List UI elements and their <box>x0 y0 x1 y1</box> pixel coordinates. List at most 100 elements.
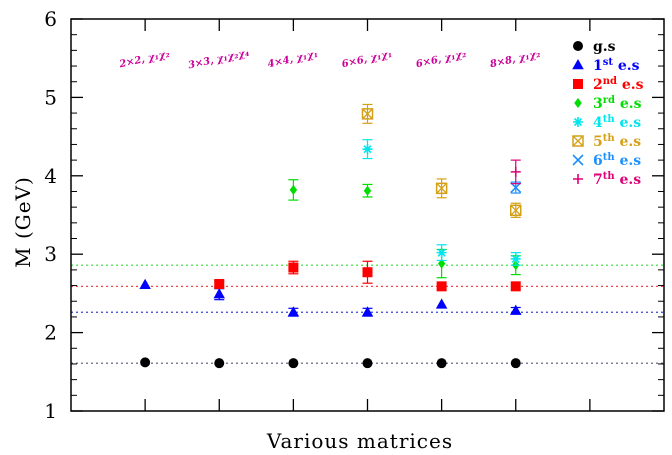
matrix-label-1: 2×2, χ₁χ₂ <box>117 49 171 71</box>
y-tick-label: 3 <box>44 242 57 266</box>
legend-entry: 4th e.s <box>573 114 641 131</box>
circle-marker <box>436 358 447 369</box>
legend-entry: 3rd e.s <box>574 95 642 112</box>
legend-entry: 2nd e.s <box>573 76 644 93</box>
y-tick-label: 4 <box>44 164 57 188</box>
legend-label: 7th e.s <box>593 171 641 188</box>
data-point <box>510 281 521 292</box>
triangle-marker <box>361 306 374 317</box>
circle-marker <box>140 357 151 368</box>
data-point <box>214 358 225 369</box>
asterisk-marker <box>436 247 447 258</box>
circle-marker <box>573 41 583 51</box>
data-point <box>362 139 373 160</box>
data-point <box>361 306 374 317</box>
box-marker <box>435 182 448 195</box>
box-marker <box>572 135 584 147</box>
x-axis-label: Various matrices <box>266 429 453 453</box>
plus-marker <box>573 174 583 184</box>
asterisk-marker <box>510 253 521 264</box>
data-point <box>436 281 447 292</box>
triangle-marker <box>287 306 300 317</box>
matrix-labels: 2×2, χ₁χ₂ 3×3, χ₁χ₂χ₄ 4×4, χ₁χ₁ 6×6, χ₁χ₁ 6×… <box>117 48 542 72</box>
square-marker <box>362 267 373 278</box>
circle-marker <box>214 358 225 369</box>
y-axis-label: M (GeV) <box>11 176 35 268</box>
diamond-marker <box>574 98 582 108</box>
square-marker <box>436 281 447 292</box>
matrix-label-4: 6×6, χ₁χ₁ <box>341 49 393 70</box>
data-point <box>213 288 225 301</box>
box-marker <box>510 204 522 217</box>
square-marker <box>573 79 583 89</box>
cross-marker <box>572 154 584 166</box>
data-points <box>139 103 522 369</box>
series-5 <box>361 103 522 218</box>
legend-label: 4th e.s <box>593 114 641 131</box>
data-point <box>287 306 300 317</box>
legend-label: 5th e.s <box>593 133 641 150</box>
y-tick-label: 5 <box>44 85 57 109</box>
data-point <box>288 179 299 201</box>
legend-label: g.s <box>593 39 616 55</box>
legend-label: 6th e.s <box>593 152 641 169</box>
series-7 <box>510 159 521 185</box>
data-point <box>214 278 225 289</box>
diamond-marker <box>437 258 446 269</box>
series-2 <box>214 260 521 292</box>
data-point <box>510 304 522 315</box>
box-cross-marker <box>362 108 373 120</box>
circle-marker <box>362 358 373 369</box>
legend-label: 2nd e.s <box>593 76 644 93</box>
box-cross-marker <box>572 135 584 147</box>
data-point <box>362 260 373 284</box>
data-point <box>140 357 151 368</box>
legend-entry: g.s <box>573 39 616 55</box>
series-1 <box>139 278 522 317</box>
y-tick-label: 6 <box>44 7 57 31</box>
data-point <box>362 183 373 198</box>
legend-entry: 1st e.s <box>572 57 640 74</box>
square-marker <box>510 281 521 292</box>
matrix-label-5: 6×6, χ₁χ₂ <box>415 49 468 71</box>
asterisk-marker <box>362 144 373 155</box>
data-point <box>510 159 521 185</box>
box-marker <box>361 108 374 120</box>
series-4 <box>362 139 521 266</box>
data-point <box>288 260 299 275</box>
asterisk-marker <box>573 117 583 127</box>
legend-entry: 7th e.s <box>573 171 641 188</box>
matrix-label-2: 3×3, χ₁χ₂χ₄ <box>187 48 250 72</box>
triangle-marker <box>213 288 225 299</box>
diamond-marker <box>289 184 298 195</box>
square-marker <box>288 262 299 273</box>
legend-label: 3rd e.s <box>593 95 642 112</box>
triangle-marker <box>510 304 522 315</box>
plus-marker <box>510 166 521 177</box>
box-cross-marker <box>436 182 448 194</box>
data-point <box>510 358 521 369</box>
diamond-marker <box>363 185 372 196</box>
y-tick-label: 1 <box>44 399 57 423</box>
square-marker <box>214 278 225 289</box>
circle-marker <box>510 358 521 369</box>
y-tick-label: 2 <box>44 321 57 345</box>
data-point <box>435 178 448 199</box>
data-point <box>362 358 373 369</box>
data-point <box>361 103 374 124</box>
series-0 <box>140 357 521 369</box>
plot-frame <box>70 18 665 412</box>
legend-label: 1st e.s <box>593 57 640 74</box>
data-point <box>510 202 522 218</box>
data-point <box>288 358 299 369</box>
triangle-marker <box>435 298 448 309</box>
legend-entry: 6th e.s <box>572 152 641 169</box>
legend: g.s 1st e.s 2nd e.s 3rd e.s 4th e.s 5th e.s 6t… <box>572 39 644 188</box>
series-3 <box>288 179 521 279</box>
box-cross-marker <box>510 204 522 216</box>
circle-marker <box>288 358 299 369</box>
data-point <box>436 358 447 369</box>
data-point <box>510 252 521 266</box>
matrix-label-6: 8×8, χ₁χ₂ <box>489 49 542 71</box>
